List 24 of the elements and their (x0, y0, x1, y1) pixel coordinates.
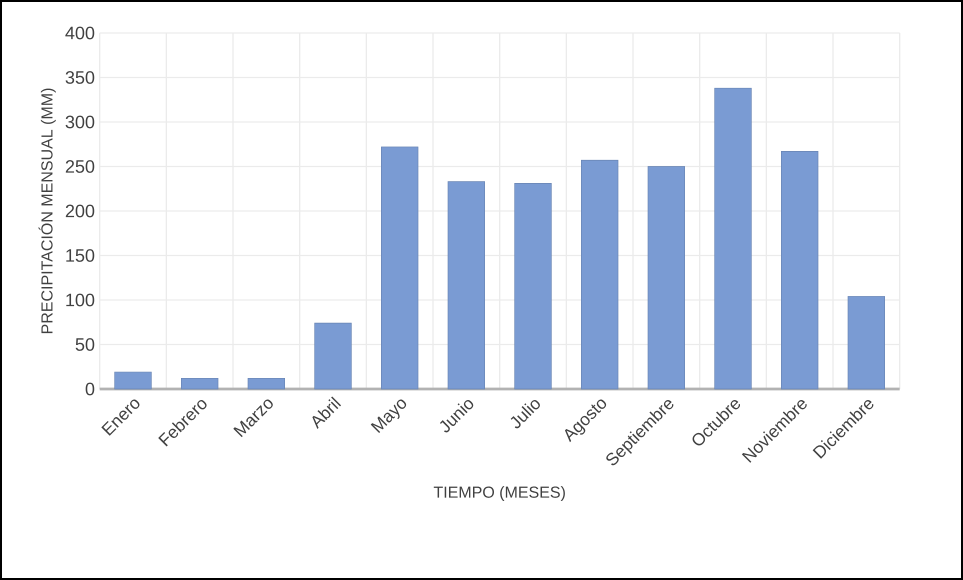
bar (381, 146, 418, 390)
bar (448, 181, 486, 390)
x-tick-label: Julio (510, 400, 540, 428)
bar (114, 372, 152, 390)
y-tick-label: 50 (76, 338, 94, 351)
y-tick-label: 300 (66, 116, 94, 128)
bar (514, 183, 552, 390)
bar (314, 322, 352, 390)
bar (181, 378, 218, 390)
bar (848, 296, 886, 390)
bar (648, 166, 686, 390)
bar (248, 378, 286, 390)
bar (581, 160, 618, 390)
bar (781, 151, 818, 390)
y-tick-label: 400 (65, 26, 94, 40)
y-tick-label: 200 (66, 204, 94, 218)
y-tick-label: 350 (66, 71, 94, 84)
y-tick-label: 100 (66, 294, 94, 306)
bar (714, 88, 752, 390)
y-tick-label: 0 (86, 382, 94, 396)
y-tick-label: 250 (66, 160, 94, 173)
y-tick-label: 150 (66, 249, 94, 262)
y-axis-title: PRECIPITACIÓN MENSUAL (MM) (38, 88, 56, 334)
x-axis-title: TIEMPO (MESES) (434, 486, 565, 501)
